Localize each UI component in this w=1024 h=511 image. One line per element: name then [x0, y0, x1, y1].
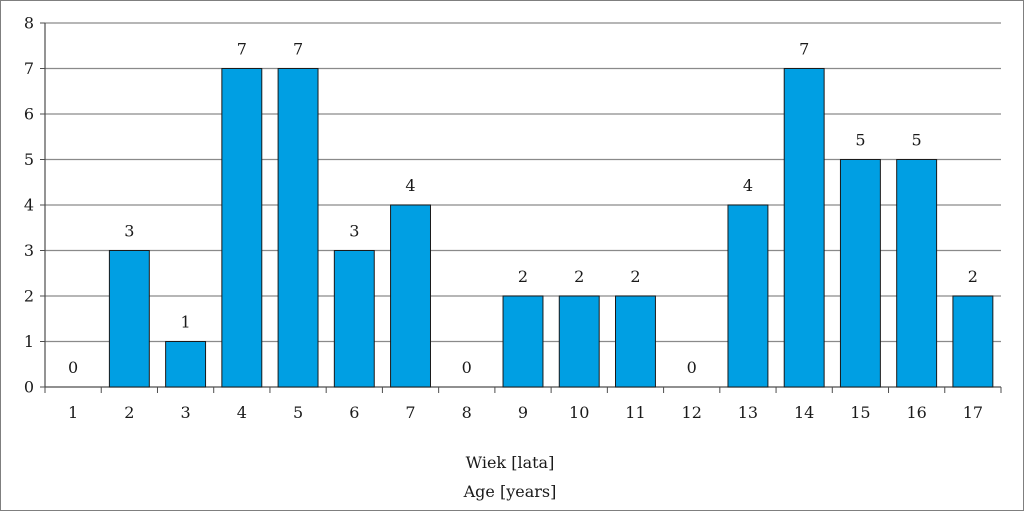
- bar-5: [277, 68, 319, 388]
- bar-6: [333, 250, 375, 388]
- y-tick-label-3: 3: [24, 241, 34, 260]
- bar-16: [896, 159, 938, 388]
- bar-15: [839, 159, 881, 388]
- data-label-4: 7: [237, 40, 247, 59]
- data-label-14: 7: [799, 40, 809, 59]
- x-tick-label-2: 2: [124, 403, 134, 422]
- x-tick-label-14: 14: [794, 403, 814, 422]
- x-tick-label-8: 8: [462, 403, 472, 422]
- data-label-15: 5: [855, 131, 865, 150]
- x-tick-label-13: 13: [738, 403, 758, 422]
- y-tick-label-7: 7: [24, 59, 34, 78]
- bar-17: [952, 295, 994, 388]
- data-label-13: 4: [743, 176, 753, 195]
- y-tick-label-2: 2: [24, 287, 34, 306]
- bar-11: [615, 295, 656, 388]
- y-tick-label-6: 6: [24, 105, 34, 124]
- data-label-10: 2: [574, 267, 584, 286]
- data-label-17: 2: [968, 267, 978, 286]
- data-label-12: 0: [687, 358, 697, 377]
- x-tick-label-15: 15: [850, 403, 870, 422]
- data-label-6: 3: [349, 222, 359, 241]
- bar-13: [727, 204, 769, 388]
- bar-14: [783, 68, 825, 388]
- x-tick-label-4: 4: [237, 403, 247, 422]
- bar-3: [165, 341, 207, 388]
- x-tick-label-10: 10: [569, 403, 589, 422]
- bar-2: [108, 250, 150, 388]
- data-label-5: 7: [293, 40, 303, 59]
- data-label-1: 0: [68, 358, 78, 377]
- y-tick-labels: 0 1 2 3 4 5 6 7 8: [24, 14, 34, 397]
- bar-9: [502, 295, 544, 388]
- x-tick-label-9: 9: [518, 403, 528, 422]
- data-labels: 0 3 1 7 7 3 4 0 2 2 2 0 4 7 5 5 2: [68, 40, 978, 378]
- bar-10: [558, 295, 600, 388]
- x-tick-label-1: 1: [68, 403, 78, 422]
- y-tick-label-0: 0: [24, 378, 34, 397]
- data-label-16: 5: [912, 131, 922, 150]
- x-tick-label-11: 11: [625, 403, 645, 422]
- x-tick-label-7: 7: [405, 403, 415, 422]
- data-label-8: 0: [462, 358, 472, 377]
- x-tick-label-6: 6: [349, 403, 359, 422]
- x-tick-label-16: 16: [906, 403, 926, 422]
- x-axis-title-line1: Wiek [lata]: [466, 453, 555, 472]
- y-tick-label-8: 8: [24, 14, 34, 33]
- bar-4: [221, 68, 263, 388]
- x-tick-labels: 1 2 3 4 5 6 7 8 9 10 11 12 13 14 15 16 17: [68, 403, 983, 422]
- y-tick-label-4: 4: [24, 196, 34, 215]
- x-tick-label-12: 12: [682, 403, 702, 422]
- data-label-2: 3: [124, 222, 134, 241]
- data-label-9: 2: [518, 267, 528, 286]
- x-axis-title-line2: Age [years]: [463, 482, 557, 501]
- bar-7: [390, 204, 431, 388]
- x-tick-label-17: 17: [963, 403, 983, 422]
- data-label-7: 4: [405, 176, 415, 195]
- bars: [108, 68, 994, 388]
- x-tick-label-5: 5: [293, 403, 303, 422]
- x-tick-label-3: 3: [180, 403, 190, 422]
- data-label-11: 2: [630, 267, 640, 286]
- data-label-3: 1: [180, 313, 190, 332]
- y-tick-label-1: 1: [24, 332, 34, 351]
- y-tick-label-5: 5: [24, 150, 34, 169]
